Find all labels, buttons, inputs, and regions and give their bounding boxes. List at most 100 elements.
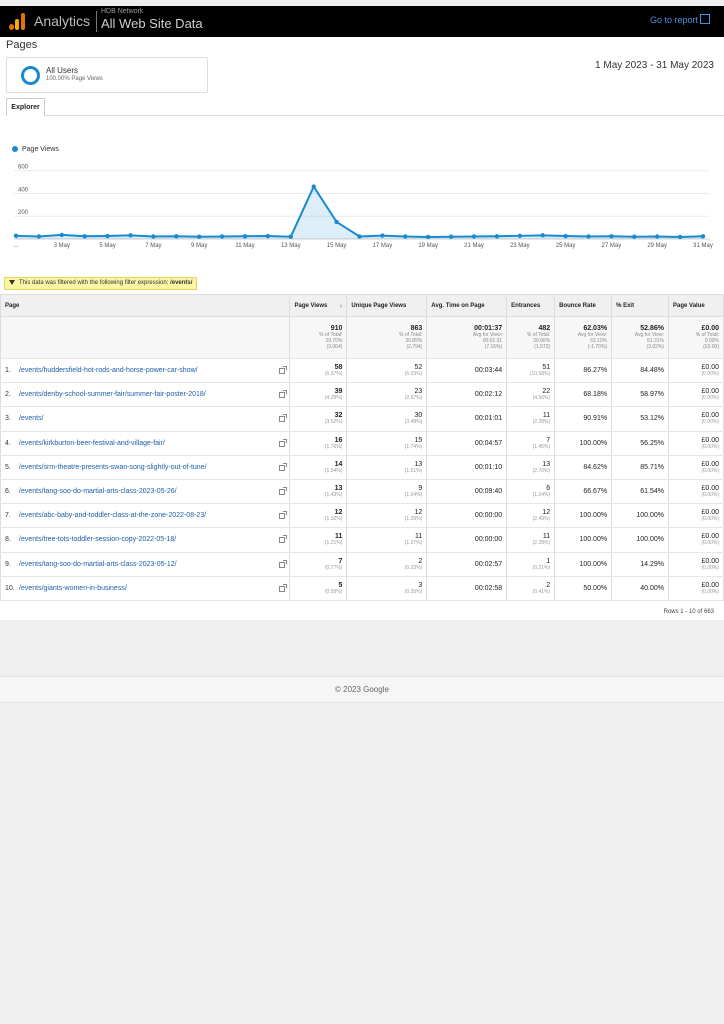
open-page-icon[interactable] bbox=[279, 438, 288, 447]
exit-cell: 100.00% bbox=[611, 503, 670, 529]
open-page-icon[interactable] bbox=[279, 583, 288, 592]
table-row: 2. /events/denby-school-summer-fair/summe… bbox=[0, 382, 724, 408]
filter-note-text: This data was filtered with the followin… bbox=[19, 280, 171, 286]
avg-time-cell: 00:00:00 bbox=[426, 527, 508, 553]
arrow-down-icon[interactable]: ↓ bbox=[339, 302, 343, 309]
page-link[interactable]: /events/ bbox=[19, 415, 44, 423]
table-row: 10. /events/giants-women-in-business/5 (0.… bbox=[0, 576, 724, 601]
series-line bbox=[15, 184, 704, 238]
bounce-rate-cell: 50.00% bbox=[554, 576, 613, 601]
app-name: Analytics bbox=[34, 13, 91, 29]
row-rank: 7. bbox=[5, 512, 11, 520]
col-avg-time[interactable]: Avg. Time on Page bbox=[426, 294, 508, 317]
row-rank: 1. bbox=[5, 367, 11, 375]
open-page-icon[interactable] bbox=[279, 366, 288, 374]
row-rank: 5. bbox=[5, 463, 11, 471]
page-cell: 4. /events/kirkburton-beer-festival-and-v… bbox=[0, 431, 291, 456]
avg-time-cell: 00:02:58 bbox=[426, 576, 508, 601]
page-cell: 5. /events/srm-theatre-presents-swan-song… bbox=[0, 455, 291, 480]
x-tick-label: 13 May bbox=[281, 243, 301, 249]
rows-info: Rows 1 - 10 of 663 bbox=[663, 609, 714, 615]
open-page-icon[interactable] bbox=[279, 535, 288, 544]
data-point bbox=[403, 234, 408, 239]
bounce-rate-cell: 86.27% bbox=[554, 358, 613, 384]
header-divider bbox=[96, 11, 97, 32]
col-entrances[interactable]: Entrances bbox=[506, 294, 556, 317]
page-value-cell: £0.00 (0.00%) bbox=[668, 382, 724, 408]
entrances-cell: 7 (1.45%) bbox=[506, 431, 556, 456]
segment-card[interactable]: All Users 100.00% Page Views bbox=[6, 57, 208, 93]
unique-page-views-cell: 15 (1.74%) bbox=[346, 431, 428, 456]
page-cell: 8. /events/tree-tots-toddler-session-copy… bbox=[0, 527, 291, 553]
open-page-icon[interactable] bbox=[279, 511, 288, 520]
page-link[interactable]: /events/giants-women-in-business/ bbox=[19, 584, 127, 592]
page-link[interactable]: /events/tang-soo-do-martial-arts-class-2… bbox=[19, 560, 177, 568]
open-page-icon[interactable] bbox=[279, 414, 288, 423]
page-link[interactable]: /events/tang-soo-do-martial-arts-class-2… bbox=[19, 488, 177, 496]
open-page-icon[interactable] bbox=[279, 559, 288, 568]
col-page[interactable]: Page bbox=[0, 294, 291, 317]
row-rank: 3. bbox=[5, 415, 11, 423]
col-unique-page-views[interactable]: Unique Page Views bbox=[346, 294, 428, 317]
filter-note: This data was filtered with the followin… bbox=[4, 277, 198, 290]
unique-page-views-cell: 11 (1.27%) bbox=[346, 527, 428, 553]
account-name[interactable]: HDB Network bbox=[101, 8, 144, 15]
col-exit[interactable]: % Exit bbox=[611, 294, 670, 317]
x-tick-label: 23 May bbox=[510, 243, 530, 249]
bounce-rate-cell: 90.91% bbox=[554, 406, 613, 432]
external-link-icon[interactable] bbox=[700, 14, 710, 24]
segment-name: All Users bbox=[46, 66, 79, 75]
open-page-icon[interactable] bbox=[279, 390, 288, 399]
x-tick-label: ... bbox=[13, 243, 18, 249]
page-link[interactable]: /events/tree-tots-toddler-session-copy-2… bbox=[19, 536, 177, 544]
unique-page-views-cell: 9 (1.04%) bbox=[346, 479, 428, 505]
x-tick-label: 21 May bbox=[464, 243, 484, 249]
page-cell: 1. /events/huddersfield-hot-rods-and-hors… bbox=[0, 358, 291, 384]
col-page-value[interactable]: Page Value bbox=[668, 294, 724, 317]
page-link[interactable]: /events/kirkburton-beer-festival-and-vil… bbox=[19, 439, 165, 447]
page-link[interactable]: /events/srm-theatre-presents-swan-song-s… bbox=[19, 463, 207, 471]
avg-time-cell: 00:01:01 bbox=[426, 406, 508, 432]
entrances-cell: 22 (4.56%) bbox=[506, 382, 556, 408]
page-cell: 6. /events/tang-soo-do-martial-arts-class… bbox=[0, 479, 291, 505]
avg-time-cell: 00:09:40 bbox=[426, 479, 508, 505]
tab-explorer[interactable]: Explorer bbox=[6, 98, 45, 116]
page-link[interactable]: /events/huddersfield-hot-rods-and-horse-… bbox=[19, 367, 198, 375]
analytics-logo-icon bbox=[8, 12, 26, 30]
data-point bbox=[265, 233, 271, 239]
date-range[interactable]: 1 May 2023 - 31 May 2023 bbox=[595, 60, 714, 71]
exit-cell: 56.25% bbox=[611, 431, 670, 456]
segment-subtitle: 100.00% Page Views bbox=[46, 76, 103, 82]
data-point bbox=[677, 234, 683, 240]
data-point bbox=[609, 234, 614, 239]
x-tick-label: 15 May bbox=[327, 243, 347, 249]
bounce-rate-cell: 100.00% bbox=[554, 431, 613, 456]
chart-legend: Page Views bbox=[12, 146, 59, 153]
go-to-report-link[interactable]: Go to report bbox=[649, 15, 698, 25]
page-cell: 3. /events/ bbox=[0, 406, 291, 432]
col-page-views[interactable]: Page Views ↓ bbox=[289, 294, 348, 317]
x-tick-label: 25 May bbox=[556, 243, 576, 249]
total-cell: 910% of Total: 29.70% (3,064) bbox=[289, 316, 348, 359]
page-views-cell: 39 (4.29%) bbox=[289, 382, 348, 408]
page-cell: 10. /events/giants-women-in-business/ bbox=[0, 576, 291, 601]
data-point bbox=[128, 233, 133, 238]
open-page-icon[interactable] bbox=[279, 462, 288, 471]
page-title: Pages bbox=[6, 39, 38, 51]
page-link[interactable]: /events/denby-school-summer-fair/summer-… bbox=[19, 391, 206, 399]
data-point bbox=[632, 234, 637, 239]
legend-dot-icon bbox=[12, 146, 18, 153]
open-page-icon[interactable] bbox=[279, 486, 288, 495]
property-name[interactable]: All Web Site Data bbox=[101, 16, 203, 31]
data-point bbox=[563, 233, 568, 239]
page-link[interactable]: /events/abc-baby-and-toddler-class-at-th… bbox=[19, 512, 207, 520]
row-rank: 10. bbox=[5, 584, 15, 592]
page-cell: 2. /events/denby-school-summer-fair/summe… bbox=[0, 382, 291, 408]
table-header-row: Page Page Views ↓ Unique Page Views Avg.… bbox=[0, 294, 724, 317]
x-tick-label: 7 May bbox=[145, 243, 161, 249]
total-cell: 62.03% Avg for View: 63.10% (-1.70%) bbox=[554, 316, 613, 359]
page-value-cell: £0.00 (0.00%) bbox=[668, 406, 724, 432]
total-cell: 00:01:37 Avg for View: 00:01:31 (7.16%) bbox=[426, 316, 508, 359]
total-cell: 863% of Total: 30.89% (2,794) bbox=[346, 316, 428, 359]
col-bounce-rate[interactable]: Bounce Rate bbox=[554, 294, 613, 317]
